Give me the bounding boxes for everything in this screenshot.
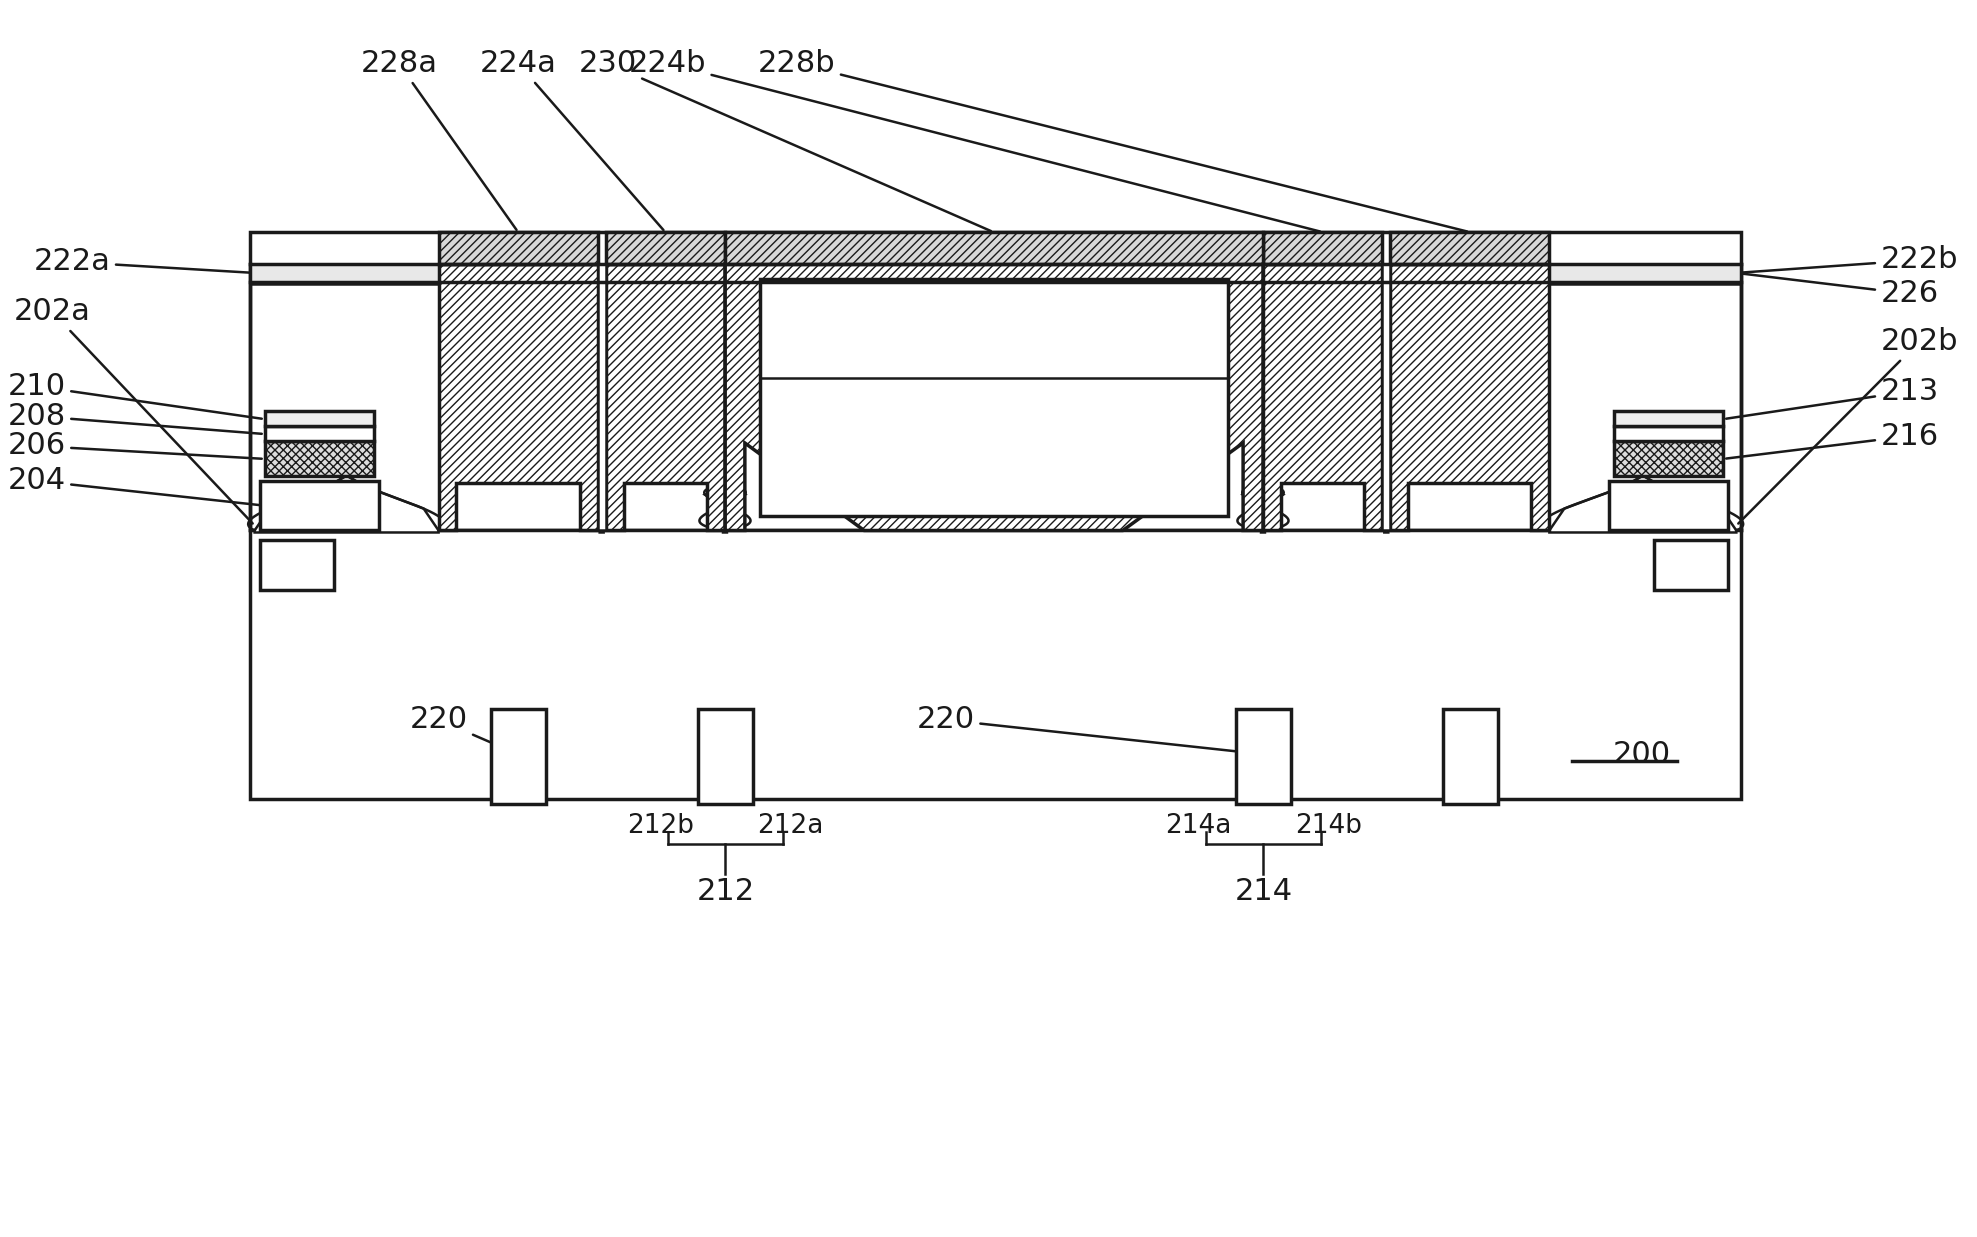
Bar <box>265 440 374 476</box>
Text: 206: 206 <box>8 432 261 460</box>
Bar <box>1655 541 1728 590</box>
Text: 222b: 222b <box>1740 245 1957 275</box>
Text: 204: 204 <box>8 466 261 506</box>
Bar <box>1443 710 1499 804</box>
Polygon shape <box>439 263 597 531</box>
Text: 220: 220 <box>917 705 1259 753</box>
Polygon shape <box>1244 486 1283 532</box>
Polygon shape <box>1366 481 1406 532</box>
Bar <box>490 710 546 804</box>
Polygon shape <box>1390 263 1550 531</box>
Bar <box>265 426 374 440</box>
Text: 213: 213 <box>1726 377 1939 418</box>
Bar <box>259 481 380 531</box>
Bar <box>1613 411 1724 426</box>
Bar <box>1613 426 1724 440</box>
Text: 214a: 214a <box>1164 813 1232 839</box>
Bar <box>1236 710 1291 804</box>
Polygon shape <box>726 263 1263 531</box>
Text: 224b: 224b <box>629 49 1321 231</box>
Bar <box>1263 233 1382 263</box>
Polygon shape <box>255 476 439 532</box>
Bar <box>249 233 1742 531</box>
Text: 212: 212 <box>696 877 755 905</box>
Text: 212b: 212b <box>627 813 694 839</box>
Text: 218b: 218b <box>961 434 1026 460</box>
Text: 230: 230 <box>579 49 990 231</box>
Bar <box>597 263 605 531</box>
Polygon shape <box>1263 263 1382 531</box>
Text: 212a: 212a <box>757 813 824 839</box>
Bar <box>1390 233 1550 263</box>
Text: 222a: 222a <box>34 247 251 277</box>
Text: 214: 214 <box>1234 877 1293 905</box>
Polygon shape <box>605 263 726 531</box>
Text: 218a: 218a <box>961 315 1026 341</box>
Bar <box>1382 263 1390 531</box>
Text: 208: 208 <box>8 402 261 434</box>
Text: 210: 210 <box>8 372 261 418</box>
Bar <box>259 541 334 590</box>
Bar <box>726 233 1263 263</box>
Text: 216: 216 <box>1726 422 1939 459</box>
Text: 226: 226 <box>1740 273 1939 308</box>
Text: 228b: 228b <box>757 49 1467 231</box>
Bar <box>1609 481 1728 531</box>
Polygon shape <box>1550 476 1736 532</box>
Polygon shape <box>581 481 621 532</box>
Text: 224a: 224a <box>480 49 664 230</box>
Text: 228a: 228a <box>360 49 516 230</box>
Bar <box>249 531 1742 799</box>
Text: 220: 220 <box>409 705 516 753</box>
Bar <box>249 263 1742 283</box>
Bar <box>1613 440 1724 476</box>
Text: 202b: 202b <box>1738 327 1957 523</box>
Bar <box>759 278 1228 516</box>
Bar <box>698 710 753 804</box>
Text: 200: 200 <box>1613 740 1671 768</box>
Polygon shape <box>706 486 745 532</box>
Bar <box>605 233 726 263</box>
Bar <box>265 411 374 426</box>
Text: 202a: 202a <box>14 297 253 523</box>
Text: 214b: 214b <box>1295 813 1362 839</box>
Bar <box>439 233 597 263</box>
Bar <box>249 263 1742 282</box>
